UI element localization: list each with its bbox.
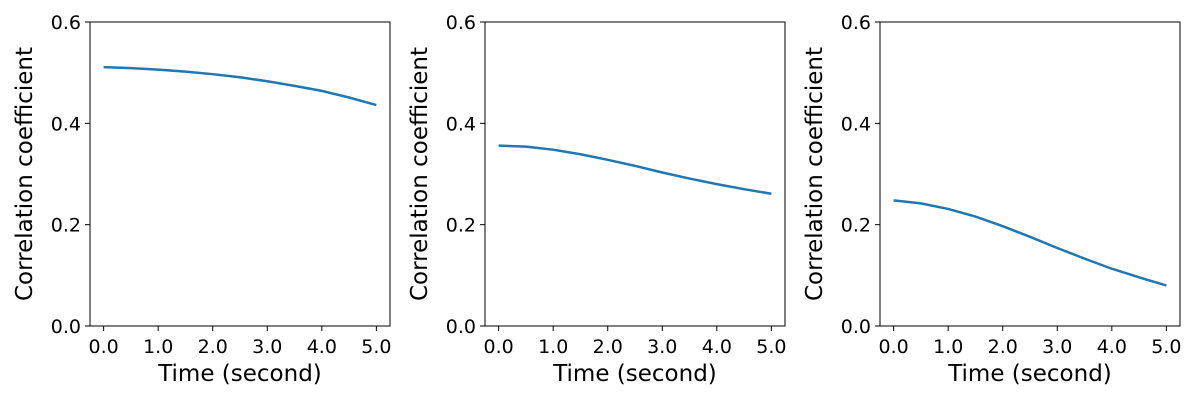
y-tick-label: 0.2 — [446, 215, 476, 237]
y-tick-label: 0.2 — [51, 215, 81, 237]
y-tick-label: 0.4 — [841, 113, 871, 135]
x-axis-label: Time (second) — [552, 361, 717, 387]
x-tick-label: 2.0 — [198, 336, 228, 358]
x-tick-label: 4.0 — [1097, 336, 1127, 358]
x-tick-label: 4.0 — [307, 336, 337, 358]
y-tick-label: 0.6 — [51, 12, 81, 34]
x-tick-label: 5.0 — [361, 336, 391, 358]
x-tick-label: 1.0 — [933, 336, 963, 358]
y-tick-label: 0.6 — [841, 12, 871, 34]
x-tick-label: 0.0 — [484, 336, 514, 358]
x-tick-label: 3.0 — [1042, 336, 1072, 358]
x-tick-label: 0.0 — [879, 336, 909, 358]
plot-frame — [89, 21, 391, 327]
x-tick-label: 1.0 — [538, 336, 568, 358]
x-tick-label: 3.0 — [252, 336, 282, 358]
y-tick-label: 0.2 — [841, 215, 871, 237]
x-tick-label: 3.0 — [647, 336, 677, 358]
x-axis-label: Time (second) — [947, 361, 1112, 387]
plot-frame — [484, 21, 786, 327]
x-tick-label: 2.0 — [988, 336, 1018, 358]
y-axis-label: Correlation coefficient — [802, 47, 828, 301]
y-axis-label: Correlation coefficient — [12, 47, 38, 301]
y-tick-label: 0.0 — [446, 316, 476, 338]
y-tick-label: 0.0 — [841, 316, 871, 338]
line — [893, 199, 1167, 287]
x-tick-label: 1.0 — [143, 336, 173, 358]
y-axis-label: Correlation coefficient — [407, 47, 433, 301]
y-tick-label: 0.4 — [51, 113, 81, 135]
x-tick-label: 5.0 — [756, 336, 786, 358]
x-tick-label: 5.0 — [1151, 336, 1181, 358]
line — [498, 144, 772, 195]
y-tick-label: 0.4 — [446, 113, 476, 135]
x-tick-label: 2.0 — [593, 336, 623, 358]
y-tick-label: 0.0 — [51, 316, 81, 338]
x-tick-label: 4.0 — [702, 336, 732, 358]
line — [103, 65, 377, 107]
x-tick-label: 0.0 — [89, 336, 119, 358]
plot-frame — [879, 21, 1181, 327]
y-tick-label: 0.6 — [446, 12, 476, 34]
x-axis-label: Time (second) — [157, 361, 322, 387]
